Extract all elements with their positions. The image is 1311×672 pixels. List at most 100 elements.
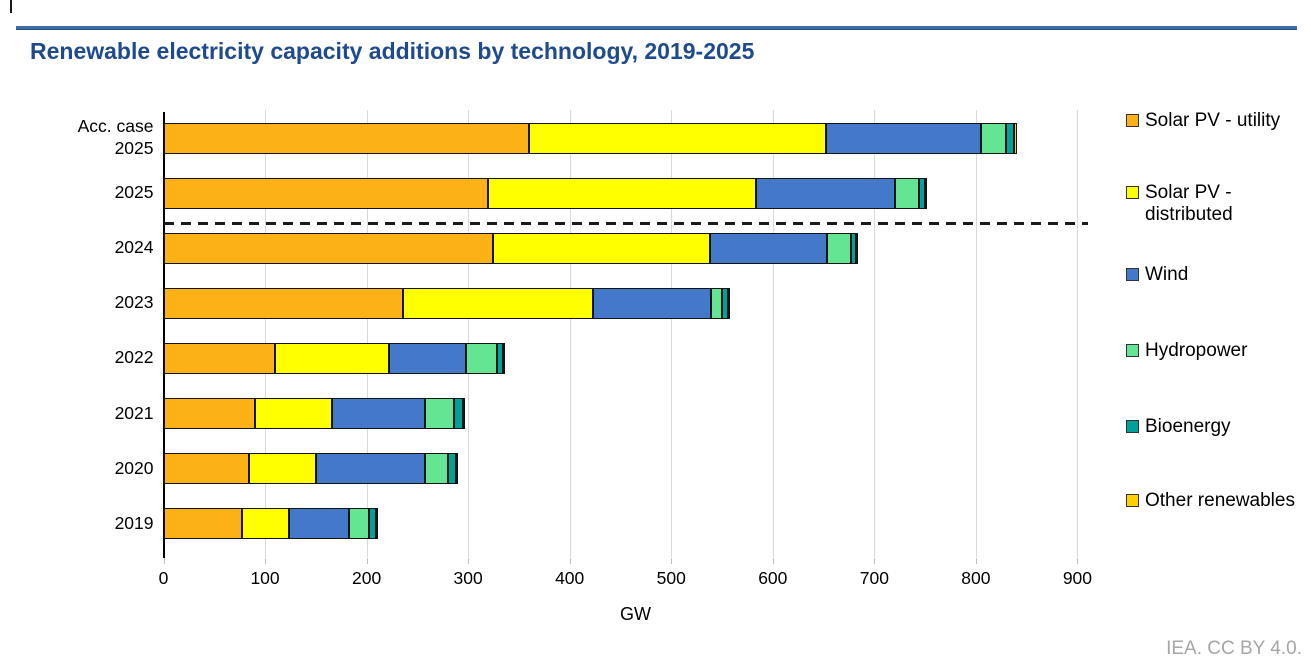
bar-segment (728, 287, 731, 319)
bar-segment (894, 177, 920, 209)
gridline-x-900 (1077, 110, 1079, 557)
x-tick-label: 100 (250, 568, 280, 588)
bar-segment (163, 232, 493, 264)
x-tick-mark (874, 558, 876, 564)
bar-segment (492, 232, 710, 264)
x-tick-label: 400 (555, 568, 585, 588)
x-tick-label: 700 (859, 568, 889, 588)
legend-label: Wind (1145, 264, 1189, 285)
bar-segment (163, 122, 530, 154)
gridline-x-700 (874, 110, 876, 557)
bar-segment (447, 453, 456, 485)
legend-item: Solar PV - utility (1126, 110, 1295, 132)
page-edge-fragment (10, 0, 12, 13)
category-label: 2022 (114, 347, 154, 368)
legend-item: Solar PV - distributed (1126, 182, 1295, 227)
bar-segment (919, 177, 926, 209)
gridline-x-500 (671, 110, 673, 557)
bar-segment (425, 453, 448, 485)
legend-item: Other renewables (1126, 490, 1295, 512)
category-label: 2025 (114, 182, 154, 203)
category-label: Acc. case 2025 (77, 116, 154, 158)
bar-segment (488, 177, 756, 209)
bar-segment (289, 508, 350, 540)
bar-segment (502, 342, 505, 374)
x-tick-mark (772, 558, 774, 564)
category-label: 2024 (114, 237, 154, 258)
x-tick-label: 0 (158, 568, 169, 588)
legend-label: Other renewables (1145, 490, 1295, 511)
x-tick-mark (468, 558, 470, 564)
bar-segment (163, 508, 242, 540)
bar-segment (248, 453, 316, 485)
y-axis-line (163, 112, 165, 558)
bar-segment (850, 232, 857, 264)
bar-segment (825, 122, 981, 154)
bar-segment (529, 122, 826, 154)
gridline-x-100 (265, 110, 267, 557)
gridline-x-300 (468, 110, 470, 557)
title-divider-rule (16, 26, 1297, 30)
category-label: 2023 (114, 292, 154, 313)
bar-segment (453, 398, 464, 429)
x-tick-label: 200 (351, 568, 382, 588)
bar-segment (709, 232, 827, 264)
bar-segment (496, 342, 503, 374)
x-tick-mark (1077, 558, 1079, 564)
bar-segment (463, 398, 466, 429)
legend-swatch-icon (1126, 186, 1139, 199)
bar-segment (275, 342, 389, 374)
bar-segment (593, 287, 711, 319)
bar-segment (1006, 122, 1015, 154)
legend-swatch-icon (1126, 420, 1139, 433)
bar-segment (163, 287, 404, 319)
bar-segment (254, 398, 333, 429)
legend-item: Bioenergy (1126, 416, 1295, 438)
legend-swatch-icon (1126, 268, 1139, 281)
bar-segment (856, 232, 859, 264)
bar-segment (375, 508, 378, 540)
x-tick-label: 600 (758, 568, 788, 588)
bar-segment (163, 342, 276, 374)
bar-segment (349, 508, 369, 540)
x-tick-mark (163, 558, 165, 564)
forecast-history-separator (163, 222, 1088, 225)
gridline-x-800 (975, 110, 977, 557)
bar-segment (455, 453, 458, 485)
gridline-x-600 (772, 110, 774, 557)
bar-segment (403, 287, 594, 319)
bar-segment (368, 508, 376, 540)
bar-segment (425, 398, 454, 429)
legend-label: Hydropower (1145, 340, 1248, 361)
category-label: 2020 (114, 457, 154, 478)
legend-label: Bioenergy (1145, 416, 1231, 437)
x-tick-label: 500 (656, 568, 686, 588)
bar-segment (332, 398, 426, 429)
category-label: 2019 (114, 512, 154, 533)
legend-label: Solar PV - utility (1145, 110, 1281, 131)
bar-segment (466, 342, 497, 374)
x-axis-title: GW (619, 604, 651, 624)
legend-swatch-icon (1126, 494, 1139, 507)
legend-label: Solar PV - distributed (1145, 182, 1233, 226)
bar-segment (388, 342, 467, 374)
x-tick-mark (265, 558, 267, 564)
x-tick-mark (671, 558, 673, 564)
x-tick-label: 800 (961, 568, 991, 588)
legend-swatch-icon (1126, 344, 1139, 357)
x-tick-label: 300 (453, 568, 483, 588)
x-tick-mark (569, 558, 571, 564)
legend-item: Hydropower (1126, 340, 1295, 362)
bar-segment (163, 177, 489, 209)
bar-segment (1014, 122, 1017, 154)
gridline-x-400 (569, 110, 571, 557)
x-tick-mark (975, 558, 977, 564)
bar-segment (315, 453, 426, 485)
bar-segment (980, 122, 1007, 154)
gridline-x-200 (366, 110, 368, 557)
bar-segment (826, 232, 851, 264)
license-attribution: IEA. CC BY 4.0. (1166, 638, 1302, 659)
legend-swatch-icon (1126, 114, 1139, 127)
